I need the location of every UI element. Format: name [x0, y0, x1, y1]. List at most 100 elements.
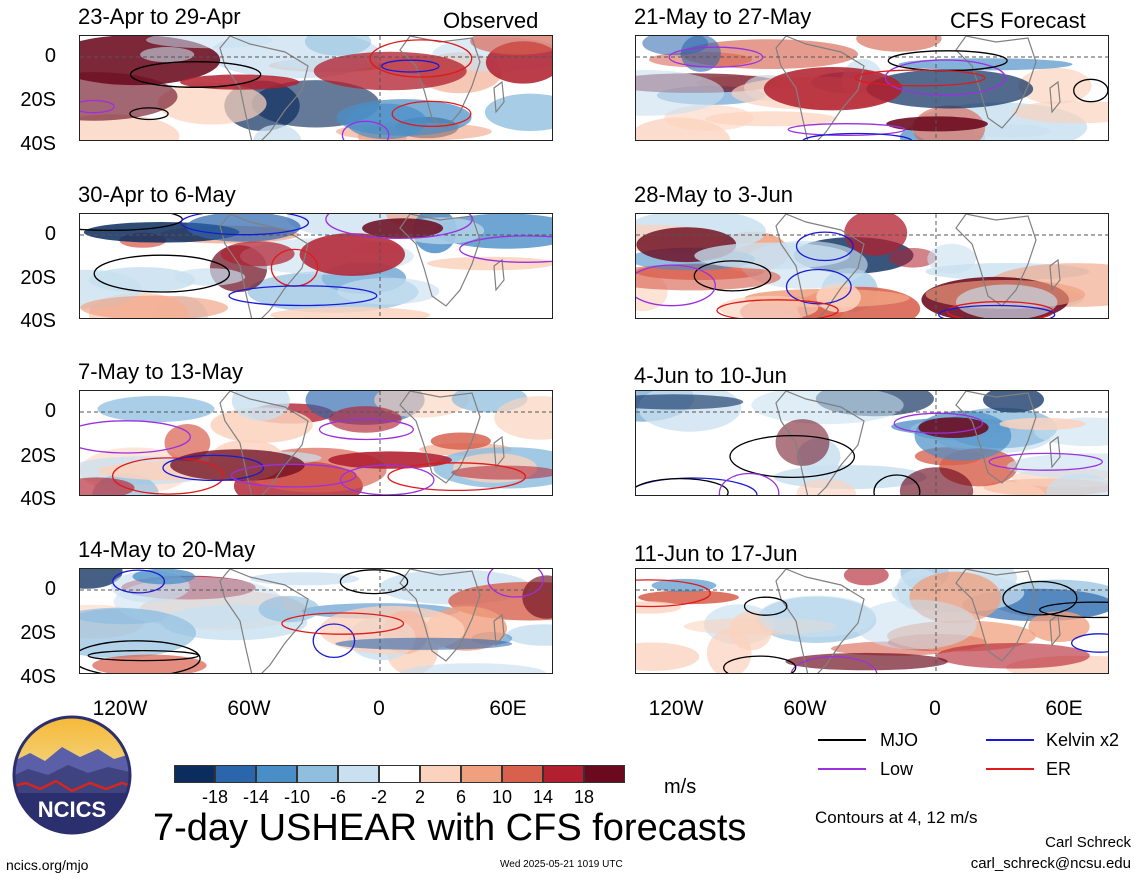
shear-shading [335, 637, 513, 650]
africa-outline [399, 36, 481, 129]
shear-shading [80, 477, 135, 495]
shear-shading [889, 248, 937, 268]
shear-shading [250, 572, 360, 586]
wave-contour [790, 655, 878, 673]
shear-shading [180, 74, 300, 90]
colorbar-swatch [215, 765, 256, 783]
map-panel-fcst-4 [635, 568, 1109, 674]
shear-shading [337, 277, 440, 305]
legend-kelvin-label: Kelvin x2 [1046, 730, 1120, 750]
wave-contour [946, 301, 1055, 318]
observed-label: Observed [443, 8, 539, 33]
wave-contour [785, 268, 852, 305]
wave-contour [318, 418, 414, 441]
wave-contour [787, 123, 906, 136]
madagascar-outline [493, 80, 505, 114]
y-tick-40s-row2: 40S [20, 310, 56, 332]
legend-er-label: ER [1046, 759, 1072, 779]
shear-shading [313, 51, 467, 91]
panel-title-obs-4: 14-May to 20-May [78, 537, 256, 562]
wave-contour [802, 132, 913, 140]
shear-shading [484, 93, 552, 131]
shear-shading [97, 395, 215, 423]
panel-title-fcst-2: 28-May to 3-Jun [634, 182, 793, 207]
shear-shading [856, 36, 942, 52]
map-panel-fcst-1 [635, 35, 1109, 141]
y-tick-20s-row3: 20S [20, 445, 56, 467]
y-tick-0-row4: 0 [44, 578, 56, 600]
madagascar-outline [493, 258, 505, 292]
africa-outline [399, 569, 481, 662]
wave-contour [716, 299, 839, 318]
madagascar-outline [1049, 613, 1061, 647]
colorbar-swatch [379, 765, 420, 783]
shear-shading [866, 69, 1034, 109]
legend-low-label: Low [880, 759, 914, 779]
contour-note: Contours at 4, 12 m/s [815, 808, 978, 827]
x-tick-0-right: 0 [929, 697, 941, 720]
map-panel-obs-4 [79, 568, 553, 674]
logo-text: NCICS [38, 797, 106, 822]
wave-contour [729, 434, 856, 479]
wave-contour [693, 260, 772, 292]
wave-contour [893, 412, 984, 434]
wave-contour [459, 235, 552, 263]
colorbar-tick-label: -14 [242, 787, 269, 807]
africa-outline [399, 391, 481, 484]
panel-title-fcst-3: 4-Jun to 10-Jun [634, 363, 787, 388]
shear-shading [430, 432, 491, 450]
shear-shading [80, 114, 180, 140]
y-tick-0-row3: 0 [44, 400, 56, 422]
shear-shading [651, 578, 717, 593]
wave-contour [1073, 78, 1108, 103]
wave-contour [636, 477, 758, 495]
colorbar-swatch [543, 765, 584, 783]
shear-shading [636, 642, 700, 671]
x-tick-60e-left: 60E [489, 697, 527, 720]
wave-contour [180, 214, 310, 236]
africa-outline [955, 214, 1037, 307]
wave-contour [636, 264, 716, 307]
shear-shading [636, 264, 781, 291]
shear-shading [399, 663, 546, 673]
madagascar-outline [1049, 435, 1061, 469]
wave-contour [1002, 580, 1078, 616]
africa-outline [955, 569, 1037, 662]
wave-contour [325, 214, 473, 240]
colorbar-swatch [420, 765, 461, 783]
colorbar-swatch [461, 765, 502, 783]
colorbar-tick-label: 18 [573, 787, 595, 807]
wave-contour [387, 462, 527, 492]
shear-shading [936, 643, 1090, 669]
y-tick-20s-row2: 20S [20, 267, 56, 289]
africa-outline [955, 391, 1037, 484]
madagascar-outline [493, 435, 505, 469]
wave-contour [228, 285, 378, 307]
south-america-outline [775, 569, 865, 673]
wave-contour [112, 569, 166, 594]
wave-contour [129, 107, 169, 121]
legend-low-line [818, 768, 866, 770]
wave-contour [884, 59, 1006, 96]
wave-contour [873, 474, 921, 495]
wave-contour [743, 596, 788, 616]
south-america-outline [775, 214, 865, 318]
wave-contour [718, 472, 780, 495]
shear-shading [636, 601, 681, 614]
shear-shading [522, 575, 552, 619]
shear-shading [854, 599, 977, 650]
colorbar-swatch [338, 765, 379, 783]
madagascar-outline [493, 613, 505, 647]
wave-contour [938, 304, 1056, 318]
colorbar-tick-label: -2 [370, 787, 387, 807]
shear-shading [157, 82, 267, 125]
x-tick-120w-right: 120W [648, 697, 704, 720]
website-link[interactable]: ncics.org/mjo [6, 857, 89, 873]
wave-contour [723, 655, 797, 673]
south-america-outline [219, 214, 309, 318]
shear-shading [494, 396, 552, 440]
africa-outline [399, 214, 481, 307]
shear-shading [80, 295, 229, 318]
author-email: carl_schreck@ncsu.edu [970, 855, 1131, 872]
panel-title-fcst-4: 11-Jun to 17-Jun [634, 541, 798, 566]
